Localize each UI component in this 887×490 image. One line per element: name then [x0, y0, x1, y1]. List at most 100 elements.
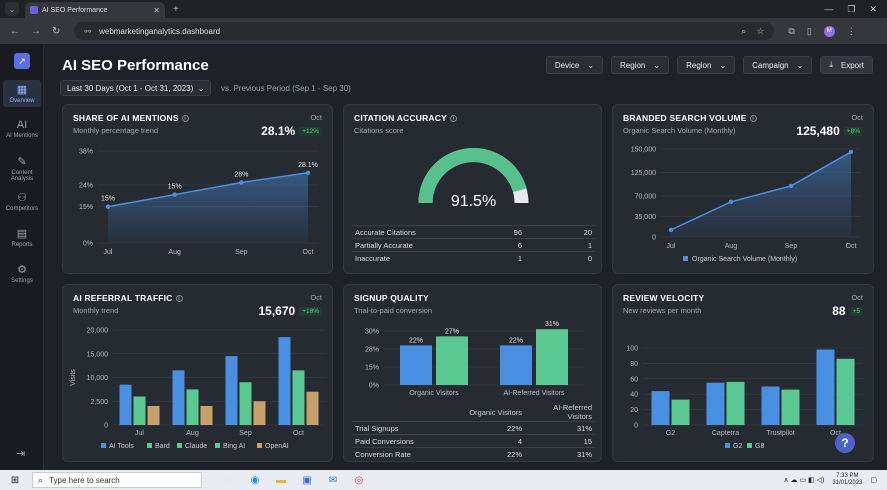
task-view-icon[interactable]: ⧉ [225, 474, 233, 486]
legend-label: G8 [755, 443, 764, 450]
close-window-icon[interactable]: ✕ [869, 3, 877, 14]
store-icon[interactable]: ▣ [302, 474, 312, 486]
tab-menu-icon[interactable]: ⌄ [5, 2, 19, 16]
filter-label: Campaign [752, 60, 789, 70]
card-ai-mentions: SHARE OF AI MENTIONS i Monthly percentage… [62, 104, 333, 274]
citation-gauge [418, 148, 529, 204]
y-tick-label: 150,000 [631, 147, 656, 154]
chrome-icon[interactable]: ◎ [354, 474, 364, 486]
sidebar: ↗ ▦ Overview AI AI Mentions ✎ Content Analysi… [0, 44, 44, 470]
mail-icon[interactable]: ✉ [328, 474, 338, 486]
gauge-value: 91.5% [450, 193, 497, 210]
app-logo-icon[interactable]: ↗ [14, 53, 30, 69]
card-subtitle: New reviews per month [623, 306, 702, 315]
date-range-label: Last 30 Days (Oct 1 - Oct 31, 2023) [67, 83, 194, 93]
data-label: 15% [101, 196, 115, 203]
export-label: Export [840, 60, 864, 70]
bookmark-star-icon[interactable]: ☆ [756, 25, 765, 36]
table-header: Organic Visitors [469, 407, 522, 417]
maximize-icon[interactable]: ❐ [847, 3, 856, 14]
url-text: webmarketinganalytics.dashboard [99, 26, 221, 36]
minimize-icon[interactable]: — [824, 3, 834, 14]
data-point [728, 199, 734, 204]
edge-icon[interactable]: ◉ [250, 474, 260, 486]
legend-swatch [215, 443, 220, 448]
y-tick-label: 20,000 [87, 328, 109, 335]
bar [186, 389, 199, 425]
sidebar-item-label: AI Mentions [6, 133, 38, 139]
file-explorer-icon[interactable]: ▬ [276, 474, 286, 486]
x-tick-label: Aug [186, 430, 199, 437]
y-tick-label: 0 [104, 423, 108, 430]
browser-tab[interactable]: AI SEO Performance ✕ [25, 2, 165, 18]
card-subtitle: Monthly percentage trend [73, 126, 159, 135]
sidebar-item-settings[interactable]: ⚙ Settings [3, 260, 41, 287]
tray-icons[interactable]: ∧ ☁ ▭ ◧ ◁) [783, 477, 825, 484]
info-icon[interactable]: i [181, 115, 189, 123]
sidepanel-icon[interactable]: ▯ [806, 25, 812, 36]
filter-region-button[interactable]: Region ⌄ [677, 56, 736, 74]
sidebar-item-competitors[interactable]: ⚇ Competitors [3, 188, 41, 215]
report-icon: ▤ [16, 228, 28, 240]
export-button[interactable]: ⤓ Export [820, 56, 873, 74]
x-tick-label: Aug [725, 243, 738, 250]
y-tick-label: 80 [630, 361, 638, 368]
reload-icon[interactable]: ↻ [52, 25, 61, 37]
y-tick-label: 0% [369, 383, 379, 390]
sidebar-item-label: Overview [9, 98, 35, 104]
y-tick-label: 38% [79, 149, 93, 156]
taskbar-search[interactable]: ⌕ Type here to search [32, 472, 202, 488]
close-tab-icon[interactable]: ✕ [153, 5, 160, 15]
filter-device-button[interactable]: Device ⌄ [545, 56, 604, 74]
forward-icon[interactable]: → [31, 25, 41, 37]
signup-table: Organic Visitors AI-Referred Visitors Tria… [352, 403, 595, 461]
series-line [670, 151, 852, 231]
zoom-icon[interactable]: ⌕ [741, 25, 747, 36]
sidebar-item-ai-mentions[interactable]: AI AI Mentions [3, 116, 41, 142]
browser-menu-icon[interactable]: ⋮ [846, 25, 856, 36]
url-field[interactable]: ⚯ webmarketinganalytics.dashboard ⌕ ☆ [74, 22, 775, 40]
legend-swatch [683, 256, 688, 261]
bar [225, 356, 238, 425]
filter-label: Device [554, 60, 580, 70]
filter-campaign-button[interactable]: Campaign ⌄ [743, 56, 813, 74]
sidebar-item-reports[interactable]: ▤ Reports [3, 224, 41, 251]
extensions-icon[interactable]: ⧉ [788, 25, 795, 36]
filter-label: Region [686, 60, 712, 70]
info-icon[interactable]: i [175, 295, 183, 303]
date-range-select[interactable]: Last 30 Days (Oct 1 - Oct 31, 2023) ⌄ [60, 80, 212, 96]
signup-chart: 0% 15% 28% 30% 22% 27% Organic Visitors 22% 31% A… [365, 321, 584, 397]
sidebar-item-content-analysis[interactable]: ✎ Content Analysis [3, 152, 41, 185]
profile-avatar[interactable]: M [823, 25, 835, 37]
branded-search-chart: 0 35,000 70,000 125,000 150,000 Jul Aug Sep Oct O… [631, 147, 861, 263]
y-tick-label: 40 [630, 392, 638, 399]
info-icon[interactable]: i [449, 115, 457, 123]
notification-icon[interactable]: ▢ [870, 477, 877, 484]
citation-table: Accurate Citations 96 20 Partially Accurate… [352, 225, 595, 265]
legend-label: AI Tools [109, 443, 134, 450]
y-axis-label: Visits [70, 369, 77, 386]
y-tick-label: 0 [634, 423, 638, 430]
x-tick-label: Oct [303, 249, 314, 256]
windows-start-icon[interactable]: ⊞ [10, 474, 20, 486]
series-area [108, 172, 308, 243]
bar [671, 399, 690, 425]
filter-region-button[interactable]: Region ⌄ [611, 56, 670, 74]
sidebar-item-overview[interactable]: ▦ Overview [3, 80, 41, 107]
sidebar-item-label: Competitors [5, 206, 39, 212]
back-icon[interactable]: ← [10, 25, 20, 37]
table-cell: 1 [455, 251, 525, 265]
help-button[interactable]: ? [835, 433, 855, 453]
new-tab-icon[interactable]: + [173, 3, 179, 15]
data-label: 15% [168, 184, 182, 191]
filter-label: Region [620, 60, 646, 70]
legend-label: Bard [155, 443, 170, 450]
card-period: Oct [851, 293, 863, 302]
logout-icon[interactable]: ⇥ [16, 448, 26, 460]
bar [436, 336, 468, 385]
card-subtitle: Citations score [354, 126, 404, 135]
y-tick-label: 30% [365, 329, 379, 336]
table-row: Inaccurate 1 0 [352, 251, 595, 265]
info-icon[interactable]: i [749, 115, 757, 123]
site-info-icon[interactable]: ⚯ [84, 26, 92, 36]
